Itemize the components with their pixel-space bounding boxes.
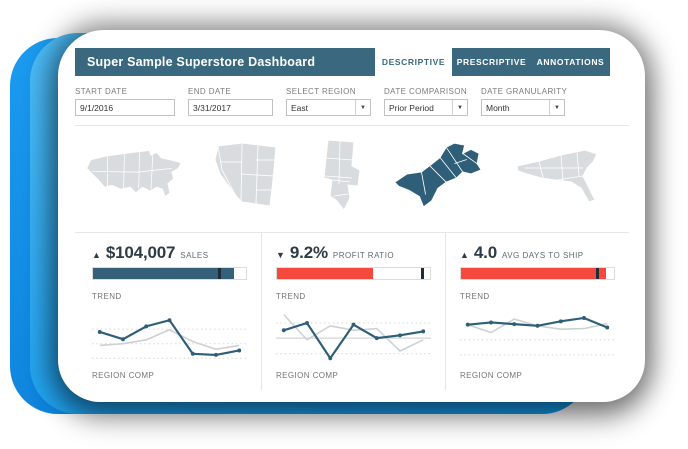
filter-date-granularity: DATE GRANULARITY Month ▼ [481,87,568,116]
end-date-label: END DATE [188,87,232,96]
kpi-row: ▲ $104,007 SALES TREND REGION COMP ▼ 9.2… [75,233,629,390]
trend-label: TREND [460,292,490,301]
region-comp-label: REGION COMP [460,371,523,380]
date-comparison-select[interactable]: Prior Period ▼ [384,99,468,116]
kpi-value: 9.2% [289,243,328,262]
date-comparison-label: DATE COMPARISON [384,87,468,96]
bullet-reference-tick [218,268,222,279]
bullet-reference-tick [420,268,424,279]
chevron-down-icon[interactable]: ▼ [549,100,564,115]
start-date-input[interactable] [75,99,175,116]
start-date-label: START DATE [75,87,128,96]
trend-sparkline [460,315,615,356]
header: Super Sample Superstore Dashboard DESCRI… [75,48,629,76]
filter-start-date: START DATE [75,87,175,116]
tab-prescriptive[interactable]: PRESCRIPTIVE [452,48,531,76]
map-east-selected[interactable] [389,141,491,209]
trend-sparkline [92,318,247,359]
up-triangle-icon: ▲ [460,250,469,260]
bullet-chart [276,267,431,280]
bullet-fill [461,268,607,279]
map-south[interactable] [513,146,609,204]
tab-group: PRESCRIPTIVE ANNOTATIONS [452,48,610,76]
select-region-label: SELECT REGION [286,87,356,96]
region-map-selector [75,126,629,223]
kpi-profit-ratio[interactable]: ▼ 9.2% PROFIT RATIO TREND REGION COMP [261,233,445,390]
chevron-down-icon[interactable]: ▼ [355,100,370,115]
bullet-reference-tick [595,268,599,279]
chevron-down-icon[interactable]: ▼ [452,100,467,115]
trend-label: TREND [276,292,306,301]
tab-annotations[interactable]: ANNOTATIONS [531,48,610,76]
region-comp-label: REGION COMP [92,371,155,380]
kpi-sales[interactable]: ▲ $104,007 SALES TREND REGION COMP [75,233,261,390]
end-date-input[interactable] [188,99,273,116]
dashboard-card: Super Sample Superstore Dashboard DESCRI… [58,30,645,402]
kpi-avg-days-to-ship[interactable]: ▲ 4.0 AVG DAYS TO SHIP TREND REGION COMP [445,233,629,390]
filter-bar: START DATE END DATE SELECT REGION East ▼… [75,87,629,116]
filter-date-comparison: DATE COMPARISON Prior Period ▼ [384,87,468,116]
region-select[interactable]: East ▼ [286,99,371,116]
kpi-label: AVG DAYS TO SHIP [501,251,584,260]
divider [75,232,629,233]
map-west[interactable] [207,140,287,210]
kpi-header: ▲ 4.0 AVG DAYS TO SHIP [460,243,615,263]
map-central[interactable] [309,136,367,214]
kpi-label: SALES [180,251,209,260]
kpi-value: $104,007 [105,243,176,262]
trend-sparkline [276,314,431,361]
date-comparison-value: Prior Period [389,102,434,113]
date-granularity-label: DATE GRANULARITY [481,87,568,96]
kpi-label: PROFIT RATIO [332,251,395,260]
map-all-regions[interactable] [81,144,185,206]
down-triangle-icon: ▼ [276,250,285,260]
divider [75,125,629,126]
date-granularity-select[interactable]: Month ▼ [481,99,565,116]
region-select-value: East [291,102,309,113]
kpi-header: ▼ 9.2% PROFIT RATIO [276,243,431,263]
filter-select-region: SELECT REGION East ▼ [286,87,371,116]
bullet-chart [460,267,615,280]
filter-end-date: END DATE [188,87,273,116]
region-comp-label: REGION COMP [276,371,339,380]
bullet-fill [277,268,374,279]
tab-descriptive[interactable]: DESCRIPTIVE [375,48,452,76]
date-granularity-value: Month [486,102,510,113]
trend-label: TREND [92,292,122,301]
kpi-header: ▲ $104,007 SALES [92,243,247,263]
bullet-fill [93,268,234,279]
kpi-value: 4.0 [473,243,497,262]
bullet-chart [92,267,247,280]
page-title: Super Sample Superstore Dashboard [75,48,375,76]
up-triangle-icon: ▲ [92,250,101,260]
